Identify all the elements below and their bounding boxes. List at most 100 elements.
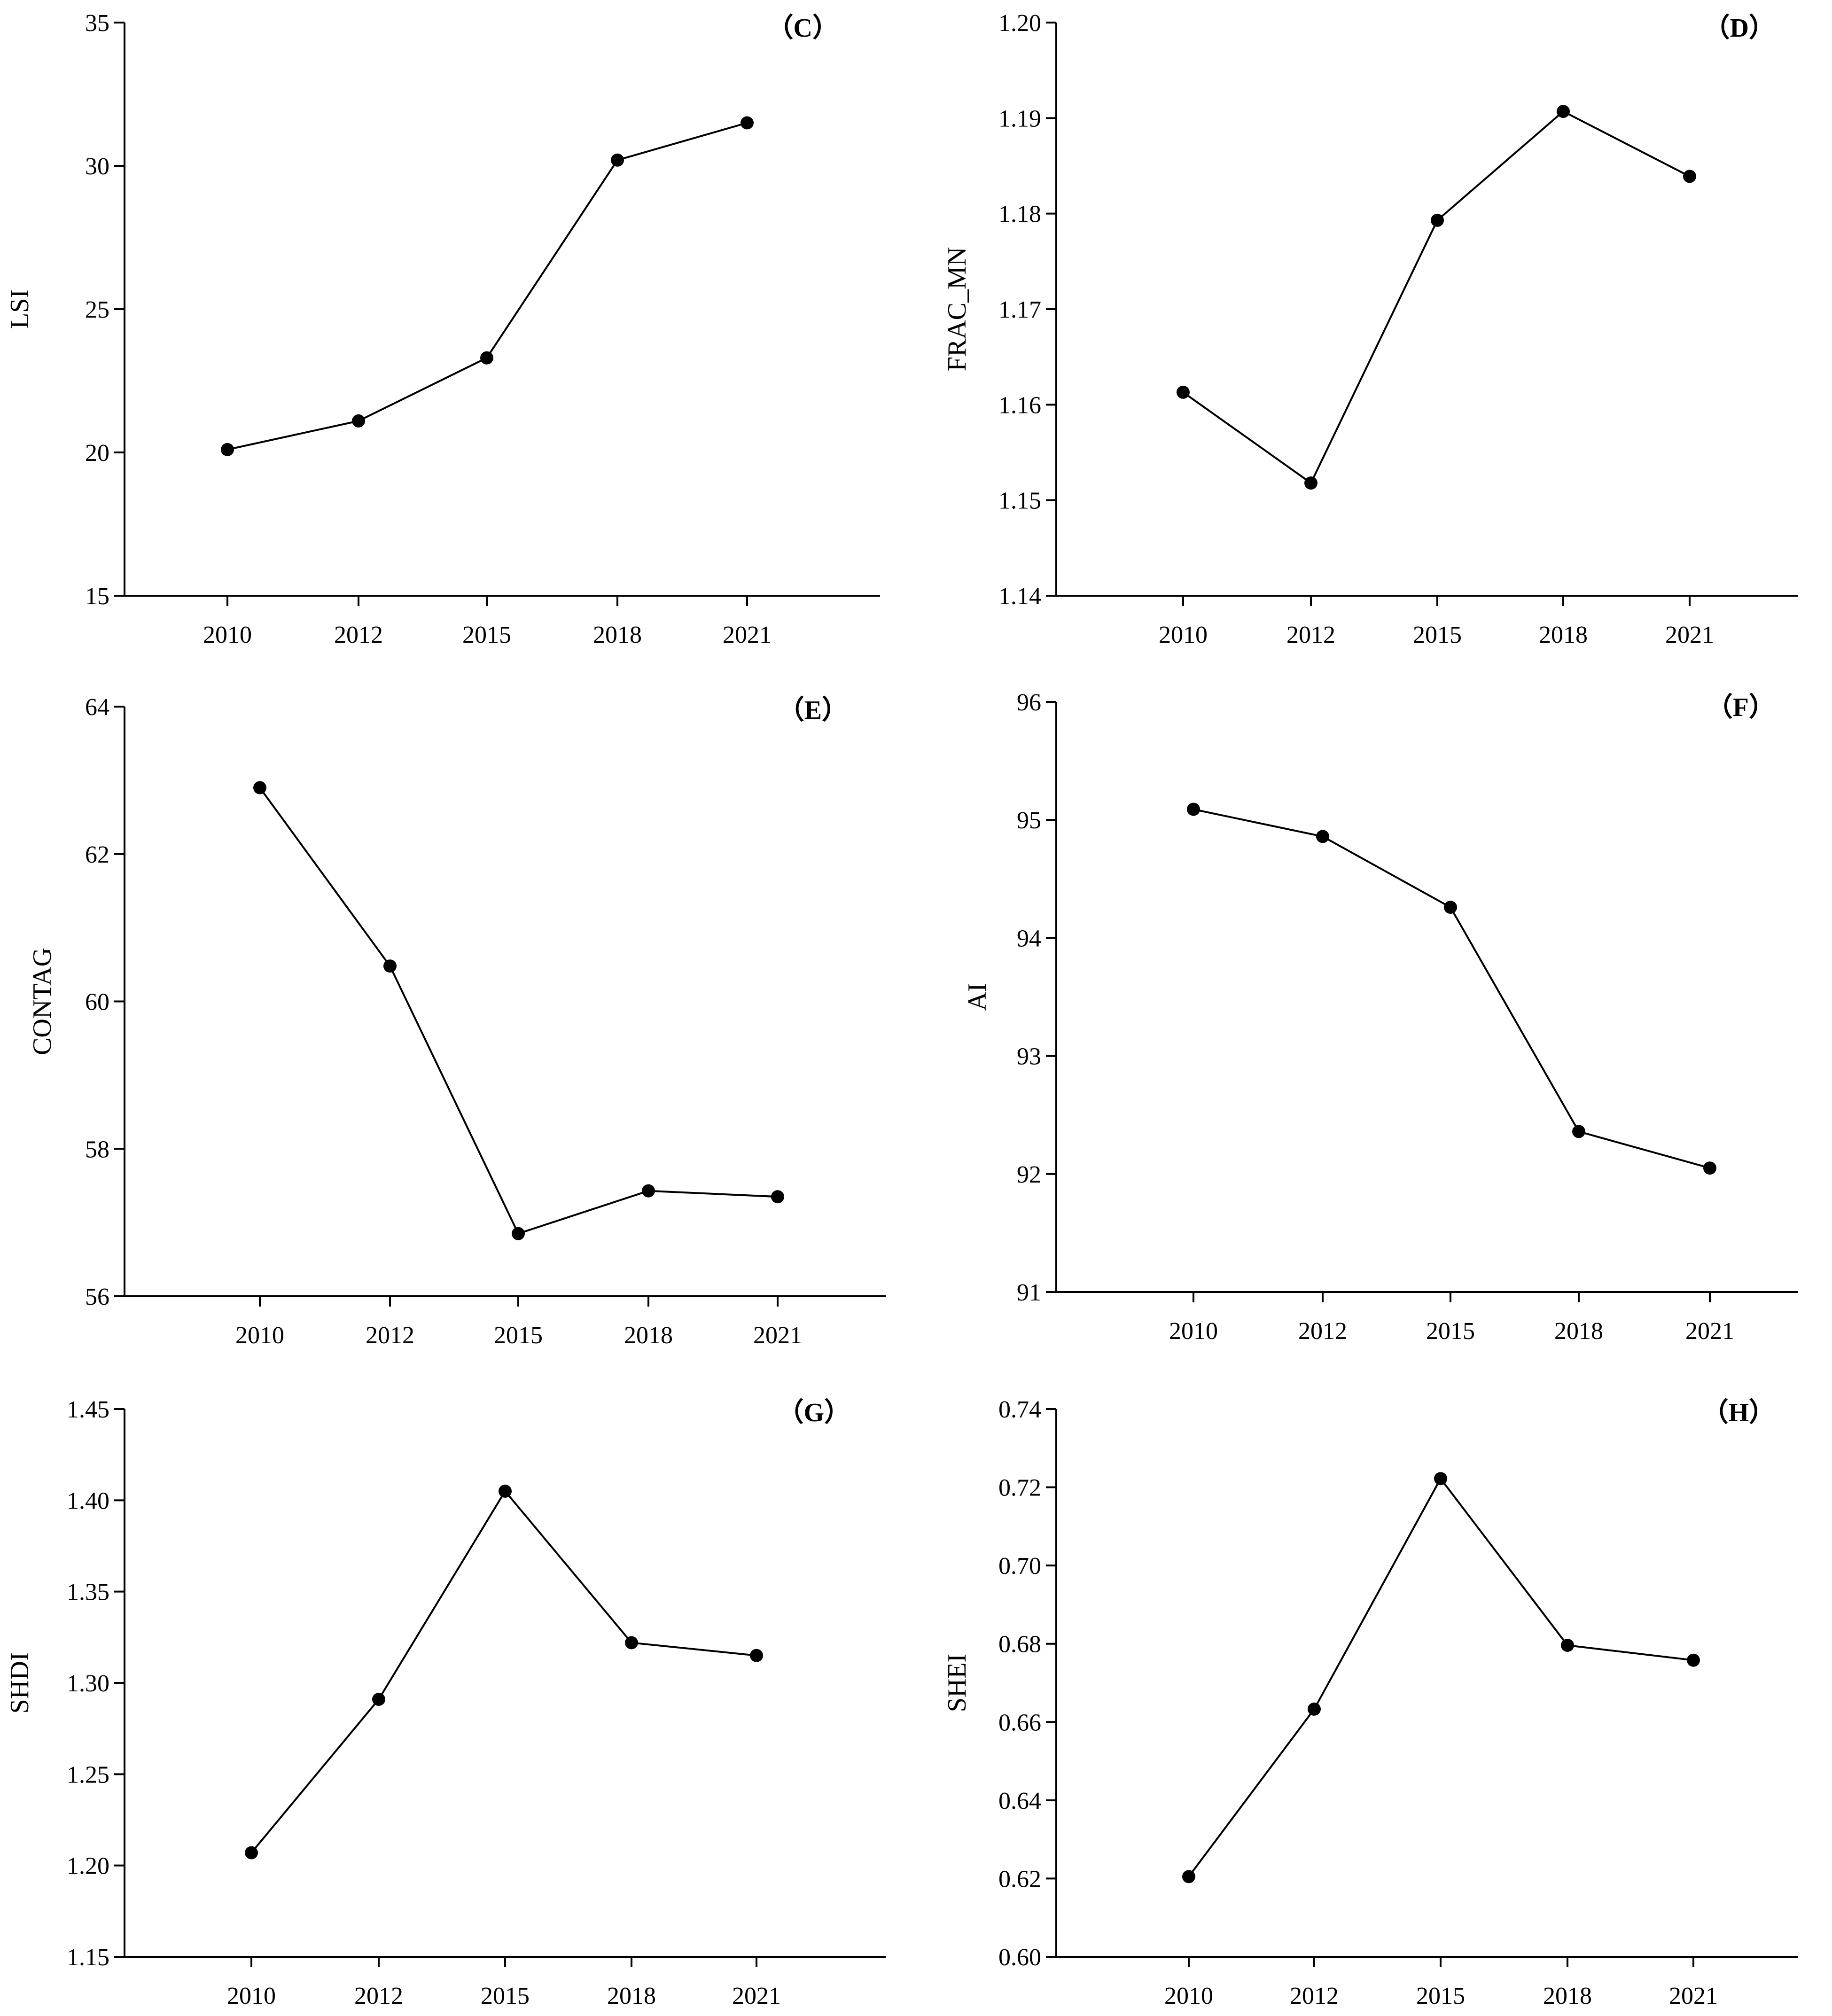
y-tick-label: 95 xyxy=(1017,807,1041,834)
data-point xyxy=(253,781,266,794)
data-point xyxy=(1431,213,1444,227)
y-tick-label: 15 xyxy=(85,583,109,610)
x-tick-label: 2012 xyxy=(334,622,383,648)
y-tick-label: 1.17 xyxy=(998,296,1041,323)
x-tick-label: 2015 xyxy=(1426,1318,1475,1345)
y-tick-label: 1.14 xyxy=(998,583,1041,610)
data-point xyxy=(499,1484,512,1498)
data-point xyxy=(352,414,365,428)
x-tick-label: 2021 xyxy=(723,622,772,648)
x-tick-label: 2010 xyxy=(235,1322,284,1349)
x-tick-label: 2012 xyxy=(366,1322,414,1349)
chart-panel-2: 1.14 1.15 1.16 1.17 1.18 1.19 1.20 2010 2012 2015… xyxy=(943,10,1798,648)
data-point xyxy=(1434,1472,1447,1486)
data-point xyxy=(741,116,754,130)
data-point xyxy=(642,1184,655,1198)
y-tick-label: 93 xyxy=(1017,1043,1041,1070)
y-tick-label: 0.64 xyxy=(998,1788,1041,1814)
chart-panel-6: 0.60 0.62 0.64 0.66 0.68 0.70 0.72 0.74 2010 2012… xyxy=(943,1396,1798,2009)
x-tick-label: 2015 xyxy=(1416,1983,1465,2009)
y-tick-label: 1.16 xyxy=(998,392,1041,419)
y-tick-label: 0.72 xyxy=(998,1475,1041,1502)
y-tick-label: 1.15 xyxy=(67,1944,109,1971)
x-tick-label: 2012 xyxy=(1290,1983,1339,2009)
panel-label: （C） xyxy=(767,13,839,43)
x-tick-label: 2021 xyxy=(732,1983,781,2009)
y-tick-label: 62 xyxy=(85,841,109,868)
data-point xyxy=(611,153,624,167)
x-tick-label: 2010 xyxy=(203,622,252,648)
panel-label: （H） xyxy=(1702,1398,1775,1427)
panel-label: （E） xyxy=(778,695,848,725)
x-tick-label: 2012 xyxy=(1286,622,1335,648)
data-point xyxy=(512,1227,525,1240)
x-tick-label: 2018 xyxy=(1554,1318,1603,1345)
y-tick-label: 92 xyxy=(1017,1161,1041,1188)
series-line xyxy=(227,122,748,451)
x-tick-label: 2018 xyxy=(1543,1983,1592,2009)
data-point xyxy=(1304,476,1317,490)
y-tick-label: 58 xyxy=(85,1136,109,1163)
x-tick-label: 2010 xyxy=(1164,1983,1213,2009)
y-tick-label: 1.20 xyxy=(67,1853,109,1880)
chart-panel-1: 15 20 25 30 35 2010 2012 2015 2018 2021 LSI （C） xyxy=(5,10,880,648)
x-tick-label: 2021 xyxy=(1665,622,1714,648)
y-axis-title: AI xyxy=(963,983,992,1011)
data-point xyxy=(1177,385,1190,399)
y-tick-label: 0.66 xyxy=(998,1709,1041,1736)
y-tick-label: 96 xyxy=(1017,689,1041,716)
x-tick-label: 2010 xyxy=(227,1983,276,2009)
x-tick-label: 2012 xyxy=(354,1983,403,2009)
y-tick-label: 20 xyxy=(85,440,109,467)
data-point xyxy=(750,1649,763,1662)
x-tick-label: 2018 xyxy=(607,1983,656,2009)
data-point xyxy=(1561,1639,1574,1652)
x-tick-label: 2015 xyxy=(481,1983,530,2009)
y-axis-title: SHDI xyxy=(5,1652,34,1714)
data-point xyxy=(383,959,397,973)
data-point xyxy=(480,351,493,365)
data-point xyxy=(221,443,234,456)
y-tick-label: 1.45 xyxy=(67,1396,109,1423)
x-tick-label: 2010 xyxy=(1169,1318,1218,1345)
y-tick-label: 1.18 xyxy=(998,201,1041,228)
x-tick-label: 2018 xyxy=(1539,622,1588,648)
y-tick-label: 94 xyxy=(1017,925,1041,952)
y-tick-label: 60 xyxy=(85,989,109,1016)
x-tick-label: 2018 xyxy=(593,622,642,648)
y-tick-label: 1.40 xyxy=(67,1487,109,1514)
y-axis-title: SHEI xyxy=(943,1654,972,1712)
data-point xyxy=(1187,802,1200,816)
data-point xyxy=(1703,1161,1716,1175)
y-tick-label: 0.60 xyxy=(998,1944,1041,1971)
chart-panel-3: 56 58 60 62 64 2010 2012 2015 2018 2021 CONTAG （E） xyxy=(28,694,886,1349)
y-tick-label: 0.68 xyxy=(998,1631,1041,1658)
x-tick-label: 2015 xyxy=(1413,622,1462,648)
y-tick-label: 1.30 xyxy=(67,1670,109,1697)
x-tick-label: 2021 xyxy=(1685,1318,1734,1345)
y-tick-label: 1.25 xyxy=(67,1761,109,1788)
y-tick-label: 1.35 xyxy=(67,1579,109,1606)
data-point xyxy=(245,1846,258,1860)
x-tick-label: 2018 xyxy=(624,1322,673,1349)
y-tick-label: 35 xyxy=(85,10,109,37)
data-point xyxy=(1557,105,1570,118)
panel-label: （F） xyxy=(1707,693,1775,722)
y-tick-label: 30 xyxy=(85,153,109,180)
data-point xyxy=(1687,1653,1700,1667)
data-point xyxy=(1316,830,1329,843)
y-tick-label: 0.70 xyxy=(998,1553,1041,1580)
data-point xyxy=(1572,1125,1585,1138)
x-tick-label: 2010 xyxy=(1159,622,1208,648)
y-axis-title: LSI xyxy=(5,289,34,329)
y-axis-title: FRAC_MN xyxy=(943,247,972,372)
data-point xyxy=(625,1636,638,1650)
x-tick-label: 2015 xyxy=(494,1322,543,1349)
data-point xyxy=(1683,170,1696,183)
data-point xyxy=(1444,901,1457,914)
series-line xyxy=(250,1489,757,1853)
y-tick-label: 64 xyxy=(85,694,109,721)
data-point xyxy=(1182,1870,1195,1884)
y-tick-label: 0.74 xyxy=(998,1396,1041,1423)
